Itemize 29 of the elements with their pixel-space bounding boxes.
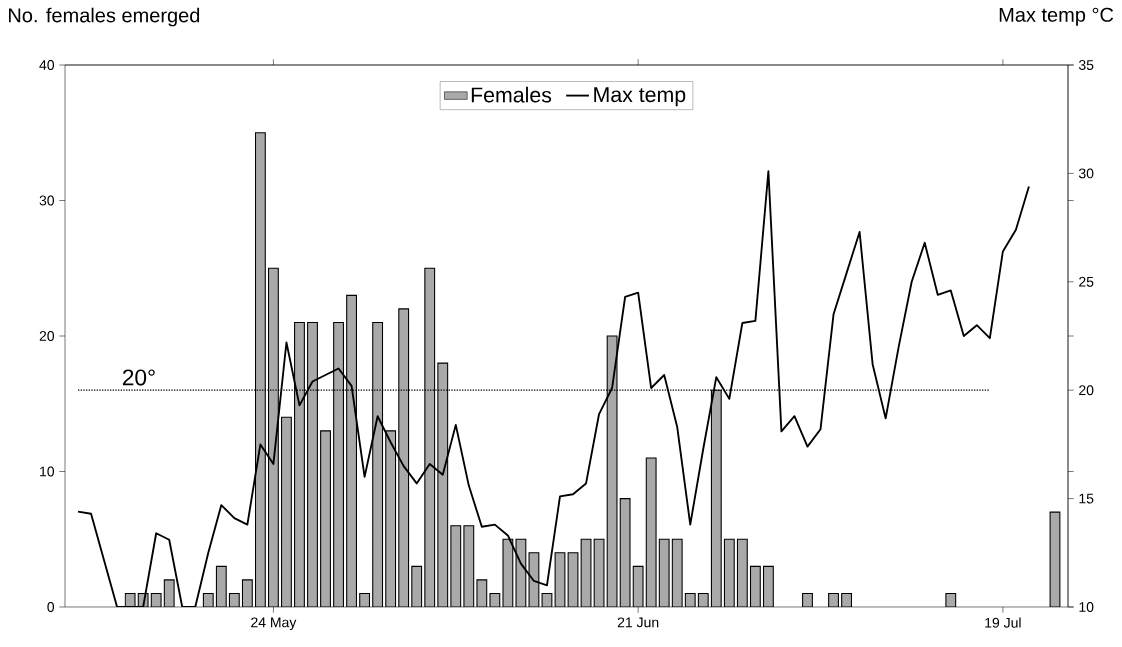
bar <box>398 308 410 607</box>
y2-axis-title: Max temp °C <box>999 7 1114 26</box>
x-tick-label: 24 May <box>251 617 297 631</box>
y2-tick-label: 30 <box>1078 168 1094 179</box>
bar <box>281 416 292 607</box>
x-tick-label: 19 Jul <box>985 617 1021 628</box>
y-tick-label: 0 <box>47 602 55 612</box>
y-tick-label: 30 <box>39 195 55 206</box>
ref-line-label: 20° <box>122 369 155 386</box>
y-tick-label: 10 <box>40 466 55 477</box>
y-axis-title: No. females emerged <box>9 7 200 27</box>
bar <box>254 132 266 607</box>
x-tick-label: 21 Jun <box>617 617 659 628</box>
legend-label: Max temp <box>594 87 686 107</box>
legend-label: Females <box>471 86 552 103</box>
bar <box>723 538 735 607</box>
y2-tick-label: 10 <box>1079 602 1094 612</box>
bar <box>320 430 331 607</box>
y2-tick-label: 20 <box>1079 385 1094 396</box>
bar <box>424 267 436 607</box>
y-tick-label: 20 <box>39 331 55 341</box>
bar <box>333 321 344 607</box>
y2-tick-label: 35 <box>1078 60 1094 70</box>
bar <box>710 389 722 607</box>
y2-tick-label: 25 <box>1079 276 1094 287</box>
y2-tick-label: 15 <box>1079 493 1094 504</box>
y-tick-label: 40 <box>39 60 55 70</box>
bar <box>307 321 318 607</box>
bar <box>736 538 748 607</box>
